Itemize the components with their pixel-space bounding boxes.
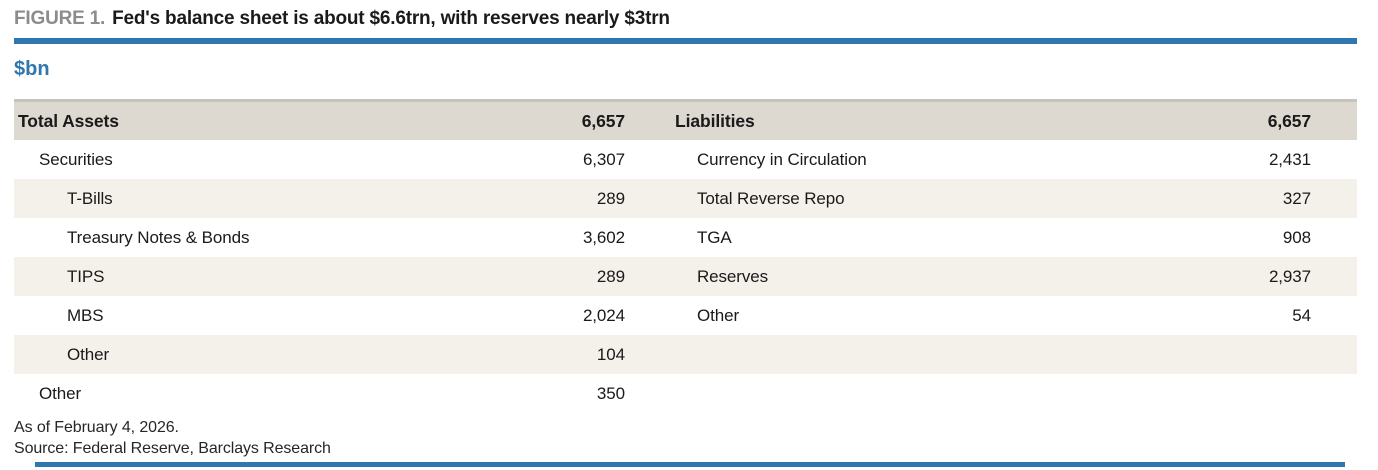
- table-row: TIPS 289 Reserves 2,937: [14, 257, 1357, 296]
- asset-label: Other: [67, 344, 110, 364]
- asset-value: 350: [596, 383, 625, 403]
- asset-value: 289: [596, 266, 625, 286]
- asset-label: MBS: [67, 305, 104, 325]
- liability-value: 908: [1282, 227, 1311, 247]
- liability-label: Other: [697, 305, 740, 325]
- as-of-date: As of February 4, 2026.: [14, 419, 179, 436]
- liability-value: 2,937: [1268, 266, 1311, 286]
- asset-label: TIPS: [67, 266, 105, 286]
- asset-value: 2,024: [582, 305, 625, 325]
- assets-header-label: Total Assets: [18, 110, 119, 131]
- liability-value: 2,431: [1268, 149, 1311, 169]
- liability-label: Reserves: [697, 266, 769, 286]
- top-divider-rule: [14, 38, 1357, 44]
- source-note: Source: Federal Reserve, Barclays Resear…: [14, 440, 331, 457]
- liabilities-header-label: Liabilities: [675, 110, 755, 131]
- liability-label: TGA: [697, 227, 732, 247]
- table-row: Other 350: [14, 374, 1357, 413]
- liability-label: Currency in Circulation: [697, 149, 867, 169]
- table-row: Treasury Notes & Bonds 3,602 TGA 908: [14, 218, 1357, 257]
- asset-value: 289: [596, 188, 625, 208]
- balance-sheet-table: Total Assets 6,657 Liabilities 6,657 Sec…: [14, 99, 1357, 413]
- asset-label: T-Bills: [67, 188, 113, 208]
- table-row: MBS 2,024 Other 54: [14, 296, 1357, 335]
- figure-number-label: FIGURE 1.: [14, 8, 106, 29]
- bottom-divider-rule: [35, 462, 1345, 467]
- asset-value: 6,307: [582, 149, 625, 169]
- asset-label: Securities: [39, 149, 113, 169]
- unit-label: $bn: [14, 58, 50, 80]
- asset-label: Other: [39, 383, 82, 403]
- asset-value: 3,602: [582, 227, 625, 247]
- asset-label: Treasury Notes & Bonds: [67, 227, 250, 247]
- liabilities-header-value: 6,657: [1267, 110, 1311, 131]
- liability-value: 327: [1282, 188, 1311, 208]
- table-row: T-Bills 289 Total Reverse Repo 327: [14, 179, 1357, 218]
- figure-title: Fed's balance sheet is about $6.6trn, wi…: [112, 8, 670, 29]
- liability-label: Total Reverse Repo: [697, 188, 845, 208]
- asset-value: 104: [596, 344, 625, 364]
- table-header-row: Total Assets 6,657 Liabilities 6,657: [14, 102, 1357, 140]
- figure-caption: FIGURE 1. Fed's balance sheet is about $6…: [14, 0, 1357, 31]
- table-row: Other 104: [14, 335, 1357, 374]
- table-row: Securities 6,307 Currency in Circulation…: [14, 140, 1357, 179]
- assets-header-value: 6,657: [581, 110, 625, 131]
- figure-footnotes: As of February 4, 2026. Source: Federal …: [14, 417, 1357, 459]
- liability-value: 54: [1292, 305, 1311, 325]
